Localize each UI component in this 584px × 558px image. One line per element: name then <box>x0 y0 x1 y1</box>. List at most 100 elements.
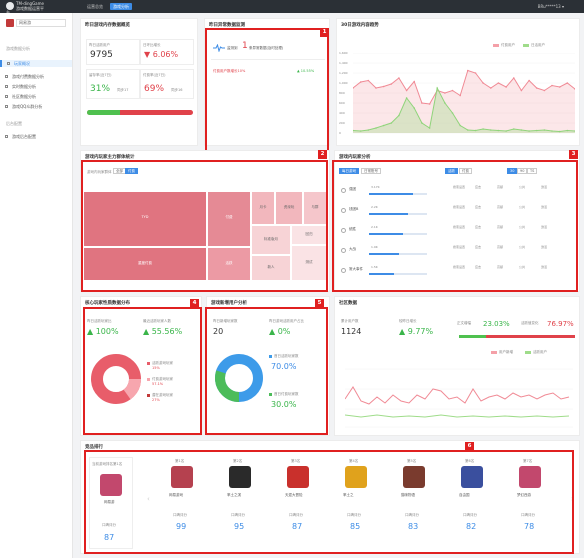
data-point[interactable] <box>551 130 553 132</box>
game-select[interactable]: 网易游 <box>16 19 66 27</box>
data-point[interactable] <box>490 87 492 89</box>
data-point[interactable] <box>543 129 546 131</box>
data-point[interactable] <box>359 130 362 132</box>
data-point[interactable] <box>482 82 484 84</box>
data-point[interactable] <box>398 114 400 117</box>
data-point[interactable] <box>390 83 393 85</box>
data-point[interactable] <box>353 129 354 132</box>
data-point[interactable] <box>520 89 523 92</box>
data-point[interactable] <box>574 88 575 90</box>
rank-item[interactable]: 第3名 天涯大冒险 口碑评分 87 <box>269 455 329 543</box>
data-point[interactable] <box>367 129 370 131</box>
data-point[interactable] <box>505 86 507 88</box>
data-point[interactable] <box>474 72 477 74</box>
rank-item[interactable]: 第4名 率土之 口碑评分 85 <box>327 455 387 543</box>
data-point[interactable] <box>574 130 575 132</box>
sidebar-item-realtime[interactable]: 实时数据分析 <box>0 83 72 90</box>
radio-icon[interactable] <box>341 268 346 273</box>
data-point[interactable] <box>566 129 569 132</box>
data-point[interactable] <box>520 129 523 131</box>
data-point[interactable] <box>497 82 500 84</box>
pill-pay[interactable]: 付费 <box>125 168 138 174</box>
pill-paid[interactable]: 付费 <box>459 168 472 174</box>
data-point[interactable] <box>482 128 484 130</box>
data-point[interactable] <box>566 82 569 84</box>
data-point[interactable] <box>459 124 461 127</box>
data-point[interactable] <box>513 128 515 130</box>
prev-arrow[interactable]: ‹ <box>147 495 150 503</box>
data-point[interactable] <box>428 127 431 129</box>
sidebar-item-pay[interactable]: 游戏付费数据分析 <box>0 73 72 80</box>
treemap-cell[interactable]: 资深玩 <box>275 191 303 225</box>
data-point[interactable] <box>398 77 400 79</box>
legend-new[interactable]: 用户新增 <box>499 350 513 354</box>
data-point[interactable] <box>505 130 507 132</box>
data-point[interactable] <box>353 87 354 89</box>
treemap-cell[interactable]: 重度付费 <box>83 247 207 281</box>
data-point[interactable] <box>421 122 423 124</box>
treemap-cell[interactable]: 付费 <box>207 191 251 247</box>
data-point[interactable] <box>459 94 461 97</box>
data-point[interactable] <box>467 129 469 131</box>
legend-pay[interactable]: 付费用户 <box>501 43 515 47</box>
pill-ts[interactable]: TS <box>527 168 538 174</box>
data-point[interactable] <box>543 89 546 92</box>
data-point[interactable] <box>405 97 408 99</box>
treemap-cell[interactable]: 月卡 <box>251 191 275 225</box>
data-point[interactable] <box>382 124 385 127</box>
radio-icon[interactable] <box>341 248 346 253</box>
data-point[interactable] <box>444 102 446 104</box>
data-point[interactable] <box>436 87 438 89</box>
rank-item[interactable]: 第1名 网易游戏 口碑评分 99 <box>153 455 213 543</box>
data-point[interactable] <box>497 129 500 132</box>
data-point[interactable] <box>558 86 561 88</box>
treemap-cell[interactable]: TYD <box>83 191 207 247</box>
data-point[interactable] <box>451 89 454 92</box>
data-point[interactable] <box>444 92 446 94</box>
data-point[interactable] <box>413 80 415 83</box>
rank-item[interactable]: 第6名 自由国 口碑评分 82 <box>443 455 503 543</box>
data-point[interactable] <box>405 89 408 92</box>
data-point[interactable] <box>428 103 431 105</box>
legend-active[interactable]: 活跃用户 <box>533 350 547 354</box>
pill-account[interactable]: 日常账号 <box>361 168 381 174</box>
pill-30[interactable]: 30 <box>507 168 518 174</box>
radio-icon[interactable] <box>341 188 346 193</box>
sidebar-item-qq[interactable]: 游戏QQ众群分析 <box>0 103 72 110</box>
user-menu[interactable]: BRu*****13 ▾ <box>537 4 564 9</box>
data-point[interactable] <box>375 87 377 89</box>
rank-item[interactable]: 第7名 梦幻西游 口碑评分 78 <box>501 455 561 543</box>
data-point[interactable] <box>528 79 530 82</box>
data-point[interactable] <box>467 69 469 72</box>
app-logo[interactable]: TM-dingGame游戏数据运营平台 <box>6 1 44 16</box>
treemap-cell[interactable]: 标准版月 <box>251 225 291 255</box>
sidebar-item-community[interactable]: 社区数据分析 <box>0 93 72 100</box>
tab-game-analysis[interactable]: 游戏分析 <box>110 3 132 10</box>
data-point[interactable] <box>375 127 377 129</box>
rank-item[interactable]: 第5名 猫咪物语 口碑评分 83 <box>385 455 445 543</box>
data-point[interactable] <box>490 129 492 131</box>
sidebar-item-overview[interactable]: 玩家概况 <box>0 60 72 67</box>
data-point[interactable] <box>474 129 477 132</box>
legend-dau[interactable]: 日活用户 <box>531 43 545 47</box>
data-point[interactable] <box>513 77 515 79</box>
data-point[interactable] <box>421 102 423 104</box>
data-point[interactable] <box>528 130 530 132</box>
data-point[interactable] <box>451 112 454 114</box>
radio-icon[interactable] <box>341 208 346 213</box>
data-point[interactable] <box>535 87 538 89</box>
pill-90[interactable]: 90 <box>517 168 528 174</box>
treemap-cell[interactable]: 测试 <box>291 245 327 281</box>
rank-item[interactable]: 第2名 率土之滨 口碑评分 95 <box>211 455 271 543</box>
data-point[interactable] <box>413 107 415 109</box>
data-point[interactable] <box>367 79 370 82</box>
radio-icon[interactable] <box>341 228 346 233</box>
pill-active[interactable]: 活跃 <box>445 168 458 174</box>
data-point[interactable] <box>390 122 393 124</box>
data-point[interactable] <box>558 130 561 133</box>
tab-overview[interactable]: 运营总览 <box>87 4 103 9</box>
data-point[interactable] <box>382 85 385 88</box>
data-point[interactable] <box>535 129 538 132</box>
game-selector[interactable]: 网易游 <box>6 19 66 27</box>
data-point[interactable] <box>551 84 553 87</box>
